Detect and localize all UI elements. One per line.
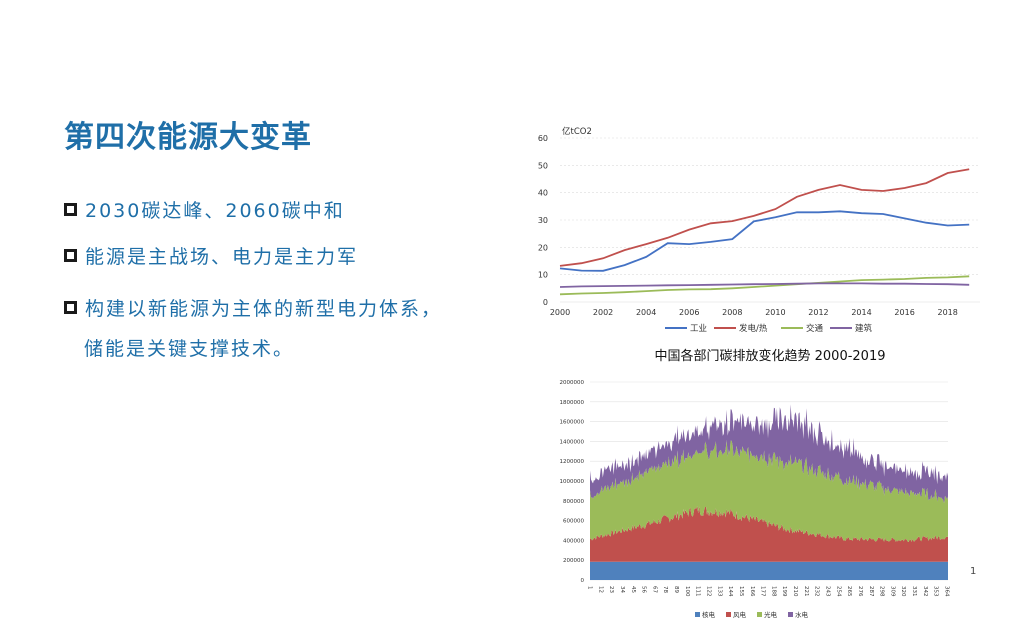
x-tick-label: 133: [716, 586, 722, 597]
x-tick-label: 177: [760, 586, 766, 597]
square-bullet-icon: [64, 203, 77, 216]
x-tick-label: 1: [587, 586, 593, 590]
x-tick-label: 287: [868, 586, 874, 597]
chart-title: 中国各部门碳排放变化趋势 2000-2019: [655, 348, 886, 364]
x-tick-label: 144: [727, 586, 733, 597]
y-tick-label: 400000: [563, 538, 584, 544]
x-tick-label: 353: [933, 586, 939, 597]
y-tick-label: 50: [538, 161, 548, 170]
x-tick-label: 89: [673, 586, 679, 593]
series-line-交通: [559, 275, 970, 296]
y-tick-label: 1000000: [560, 479, 585, 485]
square-bullet-icon: [64, 301, 77, 314]
area-水电: [590, 404, 948, 504]
x-tick-label: 45: [630, 586, 636, 593]
y-tick-label: 30: [538, 216, 548, 225]
series-line-工业: [559, 210, 970, 272]
x-tick-label: 265: [846, 586, 852, 597]
x-tick-label: 12: [597, 586, 603, 593]
legend-label: 核电: [702, 610, 716, 619]
x-tick-label: 331: [911, 586, 917, 597]
legend-swatch: [726, 612, 731, 617]
bullet-item: 能源是主战场、电力是主力军: [64, 242, 358, 269]
square-bullet-icon: [64, 249, 77, 262]
x-tick-label: 221: [803, 586, 809, 597]
legend-swatch: [757, 612, 762, 617]
y-tick-label: 10: [538, 271, 548, 280]
x-tick-label: 155: [738, 586, 744, 597]
x-tick-label: 199: [781, 586, 787, 597]
legend-swatch: [695, 612, 700, 617]
bullet-text: 储能是关键支撑技术。: [84, 338, 295, 360]
x-tick-label: 100: [684, 586, 690, 597]
x-tick-label: 276: [857, 586, 863, 597]
x-tick-label: 111: [695, 586, 701, 597]
y-tick-label: 60: [538, 134, 548, 143]
x-tick-label: 2014: [851, 308, 871, 317]
y-tick-label: 1400000: [560, 439, 585, 445]
y-tick-label: 40: [538, 189, 548, 198]
series-line-发电/热: [559, 168, 970, 267]
x-tick-label: 2016: [894, 308, 914, 317]
y-tick-label: 20: [538, 243, 548, 252]
area-风电: [590, 506, 948, 562]
y-tick-label: 0: [581, 578, 585, 584]
x-tick-label: 2000: [550, 308, 570, 317]
legend-swatch: [788, 612, 793, 617]
area-光电: [590, 440, 948, 542]
x-tick-label: 298: [879, 586, 885, 597]
y-tick-label: 600000: [563, 519, 584, 525]
x-tick-label: 364: [944, 586, 950, 597]
x-tick-label: 210: [792, 586, 798, 597]
x-tick-label: 2010: [765, 308, 785, 317]
x-tick-label: 342: [922, 586, 928, 597]
y-tick-label: 200000: [563, 558, 584, 564]
legend-label: 交通: [806, 323, 824, 334]
x-tick-label: 23: [608, 586, 614, 593]
y-tick-label: 2000000: [560, 380, 585, 386]
x-tick-label: 2018: [938, 308, 958, 317]
bullet-text: 构建以新能源为主体的新型电力体系，: [85, 298, 443, 320]
legend-label: 光电: [764, 610, 778, 619]
generation-stacked-area-chart: 0 200000 400000 600000 800000 1000000 1200000 1…: [560, 380, 950, 619]
x-tick-label: 232: [814, 586, 820, 597]
bullet-item-continued: 储能是关键支撑技术。: [84, 334, 294, 361]
x-tick-label: 34: [619, 586, 625, 593]
bullet-item: 构建以新能源为主体的新型电力体系，: [64, 294, 442, 321]
x-tick-label: 320: [900, 586, 906, 597]
y-tick-label: 1200000: [560, 459, 585, 465]
sector-emissions-line-chart: 0 10 20 30 40 50 60 亿tCO2 2000 2002 2004 2006 2008 20…: [538, 126, 980, 364]
x-tick-label: 2006: [679, 308, 699, 317]
x-tick-label: 78: [662, 586, 668, 593]
y-tick-label: 0: [543, 298, 548, 307]
x-tick-label: 2012: [808, 308, 828, 317]
x-tick-label: 188: [770, 586, 776, 597]
page-number: 1: [970, 566, 977, 577]
y-tick-label: 1800000: [560, 400, 585, 406]
x-tick-label: 2008: [722, 308, 742, 317]
x-tick-label: 122: [706, 586, 712, 597]
series-line-建筑: [559, 282, 970, 288]
x-tick-label: 2002: [593, 308, 613, 317]
y-tick-label: 800000: [563, 499, 584, 505]
bullet-text: 能源是主战场、电力是主力军: [85, 246, 359, 268]
legend-label: 水电: [795, 610, 809, 619]
legend-label: 工业: [690, 323, 707, 334]
y-axis-label: 亿tCO2: [562, 126, 592, 137]
x-tick-label: 166: [749, 586, 755, 597]
bullet-text: 2030碳达峰、2060碳中和: [85, 200, 345, 222]
area-核电: [590, 561, 948, 580]
x-tick-label: 254: [835, 586, 841, 597]
legend-label: 发电/热: [739, 323, 768, 334]
legend-label: 建筑: [855, 323, 873, 334]
legend-label: 风电: [733, 610, 747, 619]
x-tick-label: 67: [651, 586, 657, 593]
x-tick-label: 56: [641, 586, 647, 593]
slide-title: 第四次能源大变革: [64, 120, 312, 155]
bullet-item: 2030碳达峰、2060碳中和: [64, 196, 345, 223]
x-tick-label: 243: [825, 586, 831, 597]
y-tick-label: 1600000: [560, 420, 585, 426]
x-tick-label: 2004: [636, 308, 656, 317]
x-tick-label: 309: [889, 586, 895, 597]
